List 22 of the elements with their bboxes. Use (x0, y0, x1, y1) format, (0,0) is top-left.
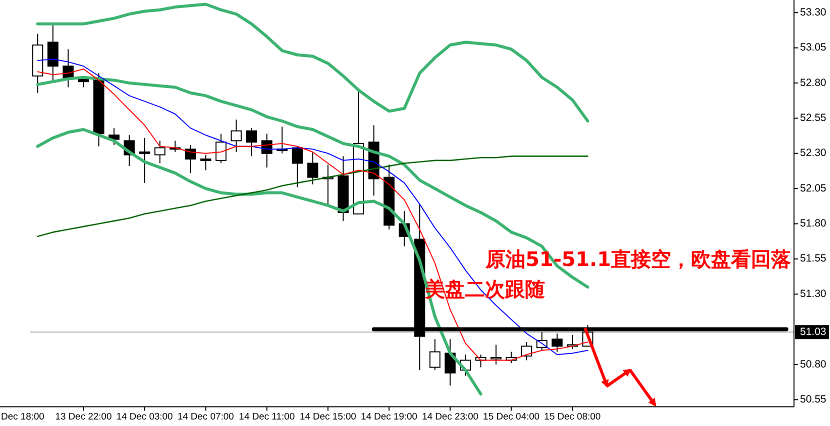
y-tick-label: 51.80 (800, 218, 826, 230)
y-tick-label: 52.80 (800, 76, 826, 89)
ref-line-label: 51.03 (800, 326, 826, 338)
x-tick-label: 13 Dec 22:00 (55, 412, 112, 423)
x-tick-label: 14 Dec 03:00 (116, 412, 173, 423)
y-tick-label: 50.55 (800, 393, 826, 406)
y-tick-label: 51.55 (800, 252, 826, 265)
x-tick-label: 14 Dec 19:00 (360, 412, 418, 423)
y-tick-label: 51.30 (800, 288, 826, 300)
x-tick-label: 15 Dec 04:00 (483, 412, 540, 423)
y-tick-label: 52.55 (800, 112, 826, 124)
x-tick-label: 14 Dec 23:00 (422, 412, 478, 423)
x-tick-label: 14 Dec 11:00 (238, 412, 295, 423)
y-tick-label: 53.30 (800, 6, 826, 18)
y-tick-label: 53.05 (800, 42, 826, 54)
y-tick-label: 50.80 (800, 358, 826, 370)
x-tick-label: 14 Dec 07:00 (177, 412, 234, 423)
y-tick-label: 52.30 (800, 147, 826, 160)
annotation: Dec 18:00 (1, 412, 44, 423)
y-tick-label: 52.05 (800, 182, 826, 194)
x-tick-label: 14 Dec 15:00 (300, 412, 356, 423)
x-tick-label: 15 Dec 08:00 (544, 412, 601, 423)
